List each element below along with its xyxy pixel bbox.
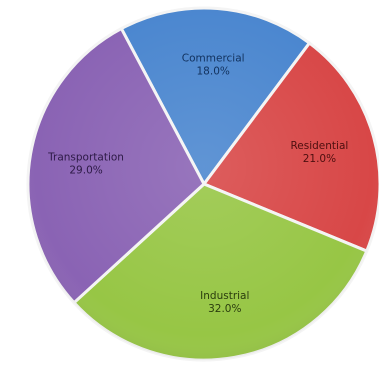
slice-value-transportation: 29.0% <box>69 165 102 177</box>
slice-value-residential: 21.0% <box>303 153 336 165</box>
slice-label-residential: Residential <box>290 140 348 152</box>
slice-value-commercial: 18.0% <box>197 66 230 78</box>
slice-label-industrial: Industrial <box>200 290 249 302</box>
slice-label-commercial: Commercial <box>182 53 245 65</box>
slice-value-industrial: 32.0% <box>208 303 241 315</box>
slice-label-transportation: Transportation <box>47 152 124 164</box>
